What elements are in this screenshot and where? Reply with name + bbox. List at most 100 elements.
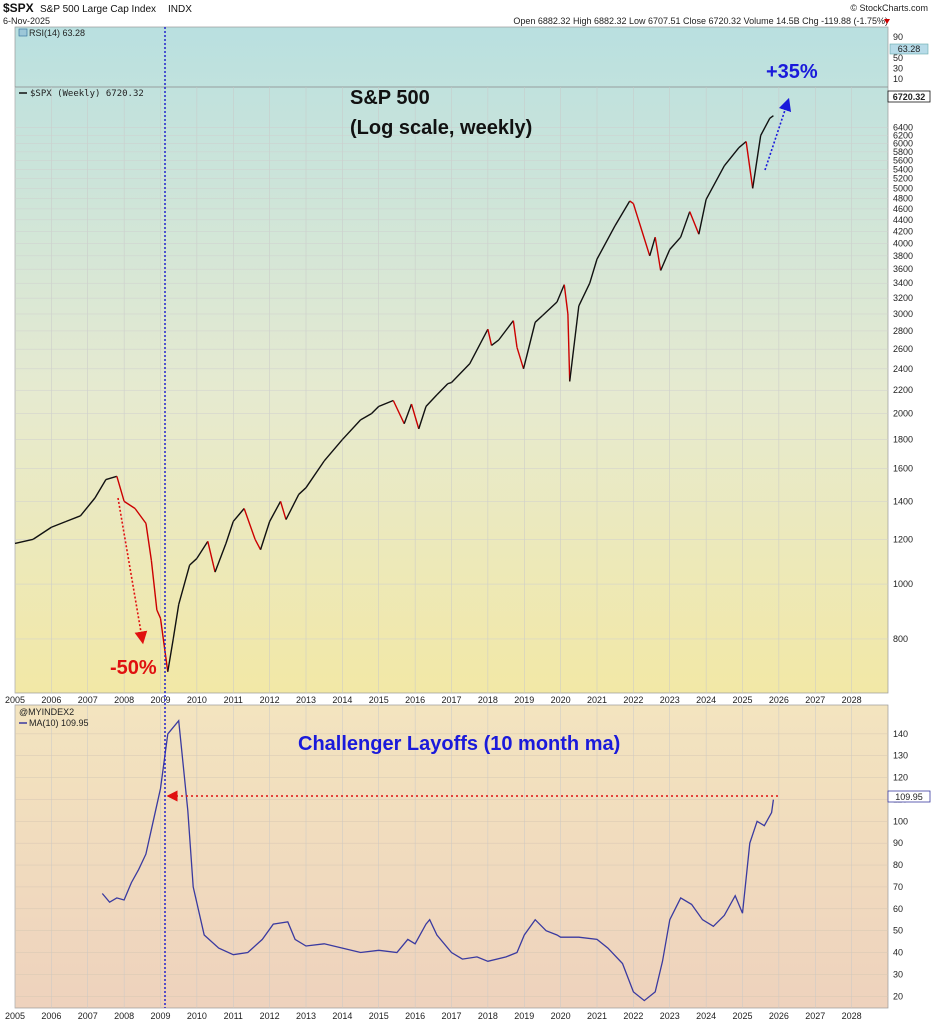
x-tick-label: 2007 bbox=[78, 695, 98, 705]
price-y-tick: 1400 bbox=[893, 496, 913, 506]
x-tick-label: 2023 bbox=[660, 695, 680, 705]
price-segment bbox=[156, 609, 162, 619]
x-tick-label: 2018 bbox=[478, 1011, 498, 1021]
price-segment bbox=[512, 320, 518, 348]
layoffs-legend-title: @MYINDEX2 bbox=[19, 707, 74, 717]
price-segment bbox=[487, 329, 493, 346]
price-y-tick: 3600 bbox=[893, 264, 913, 274]
x-tick-label: 2009 bbox=[150, 695, 170, 705]
price-segment bbox=[614, 200, 631, 226]
price-segment bbox=[418, 406, 427, 430]
layoffs-y-tick: 80 bbox=[893, 860, 903, 870]
price-segment bbox=[214, 543, 227, 573]
price-segment bbox=[450, 363, 471, 384]
price-segment bbox=[392, 400, 405, 425]
ohlc-readout: Open 6882.32 High 6882.32 Low 6707.51 Cl… bbox=[513, 16, 888, 26]
layoffs-series-line bbox=[101, 719, 775, 1002]
price-segment bbox=[469, 328, 489, 365]
price-segment bbox=[134, 508, 147, 524]
price-segment bbox=[279, 501, 287, 520]
price-segment bbox=[698, 199, 707, 235]
x-tick-label: 2026 bbox=[769, 1011, 789, 1021]
price-segment bbox=[145, 523, 153, 561]
price-segment bbox=[447, 381, 452, 385]
layoffs-y-tick: 120 bbox=[893, 773, 908, 783]
rsi-y-tick: 30 bbox=[893, 63, 903, 73]
rsi-y-tick: 50 bbox=[893, 53, 903, 63]
price-segment bbox=[680, 211, 691, 238]
x-tick-label: 2012 bbox=[260, 695, 280, 705]
price-y-tick: 2200 bbox=[893, 385, 913, 395]
price-segment bbox=[654, 237, 662, 271]
rsi-legend: RSI(14) 63.28 bbox=[29, 28, 85, 38]
price-segment bbox=[159, 618, 169, 672]
layoffs-y-tick: 40 bbox=[893, 948, 903, 958]
price-y-tick: 3800 bbox=[893, 251, 913, 261]
price-segment bbox=[751, 135, 762, 189]
x-tick-label: 2010 bbox=[187, 695, 207, 705]
price-y-tick: 800 bbox=[893, 634, 908, 644]
x-tick-label: 2027 bbox=[805, 1011, 825, 1021]
x-tick-label: 2009 bbox=[150, 1011, 170, 1021]
price-segment bbox=[32, 526, 52, 540]
price-segment bbox=[167, 638, 174, 672]
price-segment bbox=[738, 140, 747, 149]
price-y-tick: 6000 bbox=[893, 139, 913, 149]
x-tick-label: 2023 bbox=[660, 1011, 680, 1021]
symbol: $SPX bbox=[3, 1, 34, 15]
x-tick-label: 2019 bbox=[514, 695, 534, 705]
x-tick-label: 2008 bbox=[114, 1011, 134, 1021]
price-title-line1: S&P 500 bbox=[350, 87, 430, 109]
price-segment bbox=[632, 203, 651, 257]
price-y-tick: 3200 bbox=[893, 293, 913, 303]
rsi-y-tick: 90 bbox=[893, 32, 903, 42]
price-segment bbox=[425, 394, 438, 407]
price-y-tick: 3400 bbox=[893, 278, 913, 288]
index-name: S&P 500 Large Cap Index bbox=[40, 4, 156, 15]
x-tick-label: 2006 bbox=[41, 1011, 61, 1021]
price-segment bbox=[105, 475, 118, 481]
layoffs-value-tag: 109.95 bbox=[887, 790, 931, 803]
price-segment bbox=[769, 115, 774, 119]
price-segment bbox=[534, 315, 543, 323]
x-tick-label: 2019 bbox=[514, 1011, 534, 1021]
x-tick-label: 2020 bbox=[551, 1011, 571, 1021]
price-segment bbox=[207, 541, 216, 573]
x-tick-label: 2013 bbox=[296, 695, 316, 705]
rally-annotation: +35% bbox=[766, 61, 818, 83]
price-y-tick: 5800 bbox=[893, 147, 913, 157]
price-segment bbox=[410, 403, 420, 430]
layoffs-y-tick: 130 bbox=[893, 751, 908, 761]
layoffs-legend: MA(10) 109.95 bbox=[29, 718, 89, 728]
x-tick-label: 2005 bbox=[5, 1011, 25, 1021]
price-segment bbox=[649, 236, 656, 257]
x-tick-label: 2022 bbox=[623, 695, 643, 705]
x-tick-label: 2017 bbox=[441, 695, 461, 705]
price-y-tick: 4000 bbox=[893, 238, 913, 248]
x-tick-label: 2021 bbox=[587, 1011, 607, 1021]
x-tick-label: 2014 bbox=[332, 695, 352, 705]
x-tick-label: 2028 bbox=[842, 1011, 862, 1021]
x-tick-label: 2006 bbox=[41, 695, 61, 705]
price-segment bbox=[705, 165, 725, 200]
layoffs-y-tick: 30 bbox=[893, 969, 903, 979]
price-segment bbox=[563, 284, 569, 315]
x-tick-label: 2012 bbox=[260, 1011, 280, 1021]
price-segment bbox=[123, 500, 136, 510]
price-title-line2: (Log scale, weekly) bbox=[350, 117, 532, 139]
price-segment bbox=[298, 487, 307, 495]
price-segment bbox=[232, 508, 245, 522]
x-tick-label: 2011 bbox=[224, 1011, 243, 1021]
price-y-tick: 5000 bbox=[893, 183, 913, 193]
price-segment bbox=[370, 405, 380, 415]
rsi-value-tag: 63.28 bbox=[889, 43, 929, 55]
price-segment bbox=[196, 540, 209, 559]
price-segment bbox=[498, 320, 514, 341]
price-segment bbox=[243, 508, 256, 540]
price-segment bbox=[150, 560, 158, 611]
x-tick-label: 2005 bbox=[5, 695, 25, 705]
x-tick-label: 2027 bbox=[805, 695, 825, 705]
price-y-tick: 2600 bbox=[893, 344, 913, 354]
price-segment bbox=[79, 497, 96, 517]
exchange: INDX bbox=[168, 4, 192, 15]
